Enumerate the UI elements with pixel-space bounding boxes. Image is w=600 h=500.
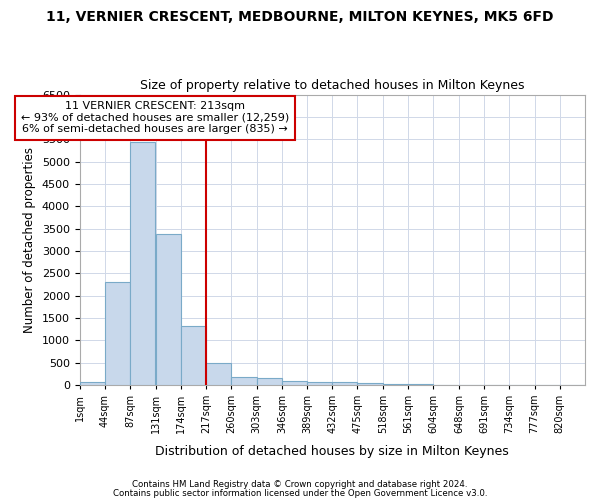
Bar — [156, 234, 181, 385]
Y-axis label: Number of detached properties: Number of detached properties — [23, 146, 36, 332]
Bar — [206, 364, 232, 385]
X-axis label: Distribution of detached houses by size in Milton Keynes: Distribution of detached houses by size … — [155, 444, 509, 458]
Bar — [332, 382, 358, 385]
Title: Size of property relative to detached houses in Milton Keynes: Size of property relative to detached ho… — [140, 79, 524, 92]
Bar — [358, 382, 383, 385]
Bar — [257, 378, 282, 385]
Text: Contains public sector information licensed under the Open Government Licence v3: Contains public sector information licen… — [113, 488, 487, 498]
Bar — [282, 382, 307, 385]
Bar — [130, 142, 155, 385]
Text: 11 VERNIER CRESCENT: 213sqm
← 93% of detached houses are smaller (12,259)
6% of : 11 VERNIER CRESCENT: 213sqm ← 93% of det… — [21, 102, 289, 134]
Text: 11, VERNIER CRESCENT, MEDBOURNE, MILTON KEYNES, MK5 6FD: 11, VERNIER CRESCENT, MEDBOURNE, MILTON … — [46, 10, 554, 24]
Bar — [383, 384, 408, 385]
Text: Contains HM Land Registry data © Crown copyright and database right 2024.: Contains HM Land Registry data © Crown c… — [132, 480, 468, 489]
Bar — [80, 382, 105, 385]
Bar — [307, 382, 332, 385]
Bar — [105, 282, 130, 385]
Bar — [232, 378, 257, 385]
Bar — [181, 326, 206, 385]
